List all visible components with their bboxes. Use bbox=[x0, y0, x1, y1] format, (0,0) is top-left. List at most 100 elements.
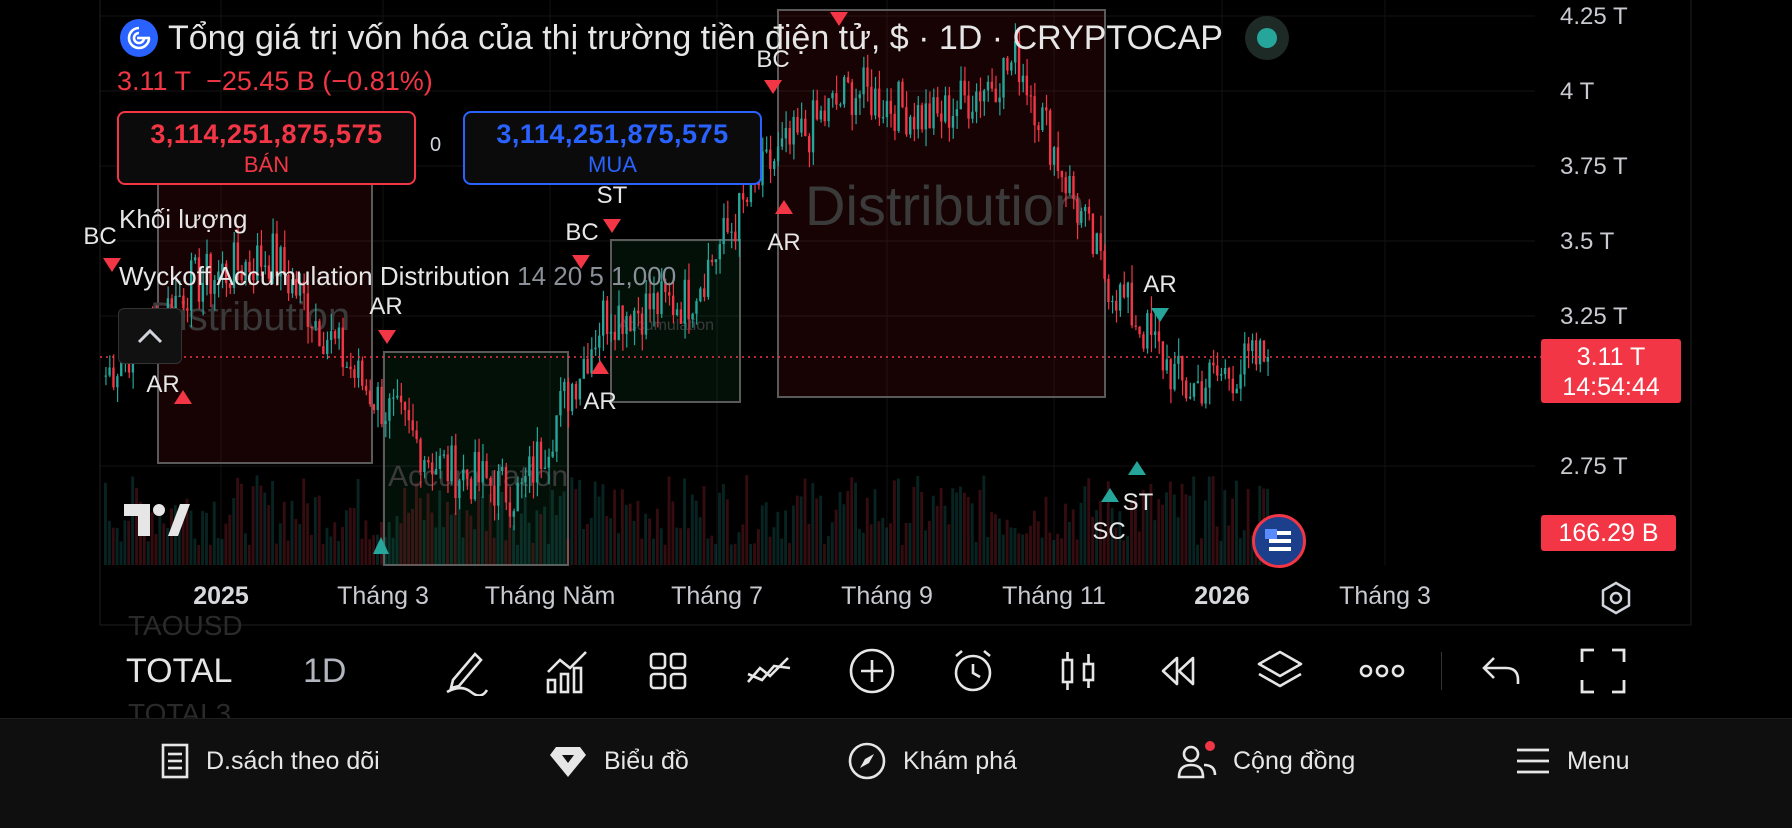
volume-bar bbox=[951, 488, 955, 565]
candle-body bbox=[454, 445, 457, 499]
symbol-header[interactable]: Tổng giá trị vốn hóa của thị trường tiền… bbox=[120, 16, 1289, 60]
candle-body bbox=[749, 173, 753, 203]
object-tree-button[interactable] bbox=[1255, 646, 1305, 696]
candle-body bbox=[1138, 326, 1141, 335]
volume-bar bbox=[601, 484, 605, 565]
layout-button[interactable] bbox=[643, 646, 693, 696]
y-tick-label: 3.25 T bbox=[1560, 303, 1628, 330]
volume-bar bbox=[900, 544, 904, 565]
candle-body bbox=[718, 244, 721, 260]
add-button[interactable] bbox=[847, 646, 897, 696]
candle-body bbox=[920, 105, 924, 130]
nav-explore[interactable]: Khám phá bbox=[847, 736, 1017, 786]
candle-body bbox=[1227, 368, 1231, 379]
candle-body bbox=[730, 231, 733, 233]
volume-bar bbox=[1102, 534, 1106, 565]
volume-bar bbox=[721, 484, 725, 565]
candle-body bbox=[955, 109, 959, 116]
event-marker-label: BC bbox=[756, 46, 789, 73]
candle-body bbox=[314, 321, 317, 328]
volume-bar bbox=[854, 482, 858, 565]
volume-bar bbox=[1196, 544, 1200, 565]
x-tick-label: Tháng 3 bbox=[337, 582, 429, 610]
candle-body bbox=[944, 95, 947, 122]
candle-body bbox=[1060, 170, 1064, 178]
candle-body bbox=[399, 395, 403, 403]
volume-bar bbox=[861, 532, 865, 565]
volume-bar bbox=[1207, 476, 1211, 565]
candle-body bbox=[1033, 96, 1036, 126]
collapse-legend-button[interactable] bbox=[118, 308, 182, 364]
volume-bar bbox=[702, 486, 706, 565]
volume-bar bbox=[624, 504, 628, 565]
us-flag-icon[interactable] bbox=[1252, 514, 1306, 568]
candle-body bbox=[120, 361, 123, 377]
chart-type-button[interactable] bbox=[1053, 646, 1103, 696]
candle-body bbox=[329, 331, 333, 341]
volume-bar bbox=[446, 501, 449, 565]
volume-bar bbox=[959, 486, 962, 565]
volume-bar bbox=[1110, 507, 1114, 565]
candle-body bbox=[874, 88, 877, 116]
volume-bar bbox=[1227, 525, 1231, 565]
candle-body bbox=[388, 398, 391, 421]
candle-body bbox=[889, 100, 892, 114]
replay-button[interactable] bbox=[1153, 646, 1203, 696]
volume-bar bbox=[294, 519, 298, 565]
candle-body bbox=[986, 81, 990, 91]
volume-bar bbox=[1025, 533, 1029, 565]
volume-bar bbox=[554, 514, 558, 565]
nav-community[interactable]: Cộng đồng bbox=[1177, 736, 1355, 786]
nav-menu-label: Menu bbox=[1567, 746, 1630, 775]
candle-body bbox=[341, 327, 344, 368]
volume-bar bbox=[974, 541, 978, 565]
drawing-tool-button[interactable] bbox=[441, 646, 491, 697]
candle-body bbox=[850, 82, 854, 115]
nav-menu[interactable]: Menu bbox=[1515, 736, 1630, 786]
chart-settings-button[interactable] bbox=[1598, 580, 1634, 616]
symbol-search-button[interactable]: TOTAL bbox=[126, 652, 233, 690]
interval-button[interactable]: 1D bbox=[303, 652, 347, 690]
candle-body bbox=[539, 441, 543, 469]
candle-body bbox=[442, 454, 446, 456]
volume-bar bbox=[1153, 520, 1157, 565]
compare-button[interactable] bbox=[744, 646, 794, 696]
plus-circle-icon bbox=[849, 648, 895, 694]
buy-button[interactable]: 3,114,251,875,575 MUA bbox=[463, 111, 762, 185]
candle-body bbox=[1052, 147, 1056, 165]
more-button[interactable] bbox=[1357, 646, 1407, 696]
wyckoff-legend[interactable]: Wyckoff Accumulation Distribution 14 20 … bbox=[119, 261, 676, 292]
nav-chart[interactable]: Biểu đồ bbox=[548, 736, 689, 786]
candle-body bbox=[839, 104, 842, 106]
volume-bar bbox=[846, 491, 850, 565]
candle-body bbox=[493, 485, 496, 506]
volume-bar bbox=[997, 518, 1001, 565]
undo-button[interactable] bbox=[1476, 646, 1526, 696]
candle-body bbox=[551, 451, 554, 457]
indicators-button[interactable] bbox=[542, 646, 592, 696]
candle-body bbox=[291, 279, 294, 294]
candle-body bbox=[1239, 374, 1242, 389]
candle-body bbox=[745, 199, 749, 203]
candle-body bbox=[462, 469, 465, 481]
alert-button[interactable] bbox=[948, 646, 998, 696]
nav-community-label: Cộng đồng bbox=[1233, 746, 1356, 775]
candle-body bbox=[411, 420, 414, 431]
fullscreen-button[interactable] bbox=[1578, 646, 1628, 696]
candle-body bbox=[668, 292, 671, 296]
volume-bar bbox=[718, 492, 721, 565]
market-open-icon[interactable] bbox=[1244, 16, 1289, 60]
volume-legend[interactable]: Khối lượng bbox=[119, 204, 247, 235]
nav-watchlist[interactable]: D.sách theo dõi bbox=[160, 736, 380, 786]
candle-body bbox=[714, 259, 718, 263]
candle-body bbox=[695, 301, 698, 314]
volume-bar bbox=[939, 487, 943, 565]
sell-button[interactable]: 3,114,251,875,575 BÁN bbox=[117, 111, 416, 185]
volume-bar bbox=[1172, 494, 1176, 565]
volume-bar bbox=[772, 527, 776, 565]
volume-bar bbox=[539, 513, 543, 565]
candle-body bbox=[1231, 378, 1235, 394]
volume-bar bbox=[372, 534, 376, 565]
candle-body bbox=[671, 295, 675, 315]
